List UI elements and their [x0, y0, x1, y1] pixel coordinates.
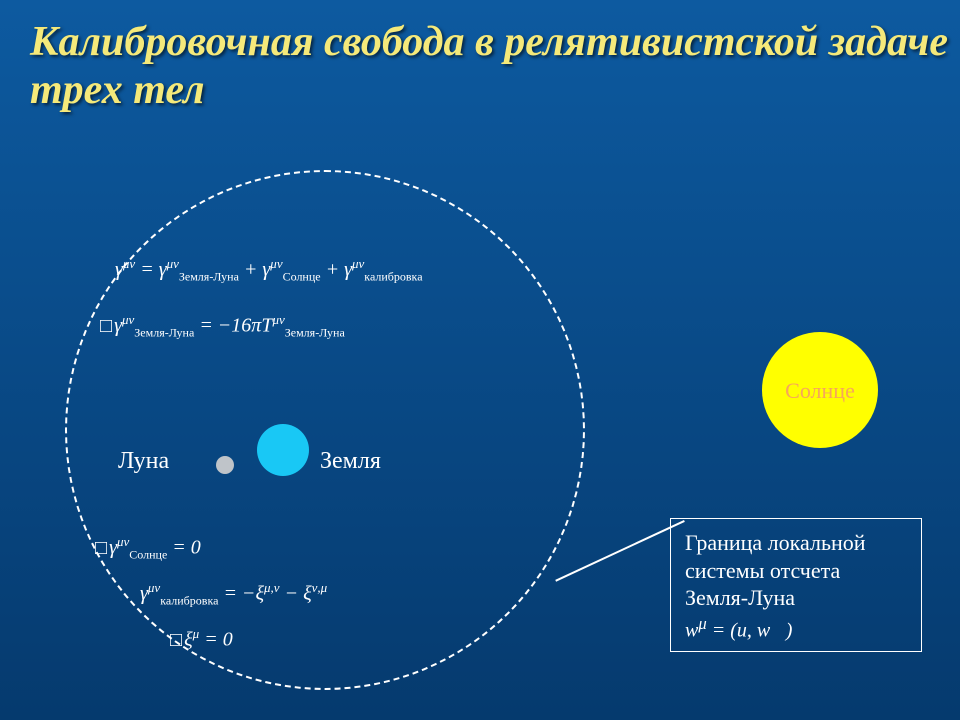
eq-main: γμν = γμνЗемля-Луна + γμνСолнце + γμνкал…: [115, 256, 423, 285]
caption-line-2: системы отсчета: [685, 557, 907, 585]
moon-label: Луна: [118, 448, 169, 475]
slide: Калибровочная свобода в релятивистской з…: [0, 0, 960, 720]
eq-sun: □γμνСолнце = 0: [95, 534, 201, 563]
orbit-boundary: [65, 170, 585, 690]
sun-label: Солнце: [780, 378, 860, 404]
caption-line-1: Граница локальной: [685, 529, 907, 557]
earth-label: Земля: [320, 448, 381, 475]
earth-body: [257, 424, 309, 476]
caption-box: Граница локальной системы отсчета Земля-…: [670, 518, 922, 652]
eq-field-em: □γμνЗемля-Луна = −16πTμνЗемля-Луна: [100, 312, 345, 341]
slide-title: Калибровочная свобода в релятивистской з…: [30, 18, 960, 115]
leader-line: [555, 520, 685, 582]
moon-body: [216, 456, 234, 474]
caption-line-3: Земля-Луна: [685, 584, 907, 612]
eq-gauge: γμνкалибровка = −ξμ,ν − ξν,μ: [140, 580, 327, 609]
eq-xi: □ξμ = 0: [170, 626, 233, 652]
caption-w-eq: wμ = (u, w⃗): [685, 614, 907, 644]
